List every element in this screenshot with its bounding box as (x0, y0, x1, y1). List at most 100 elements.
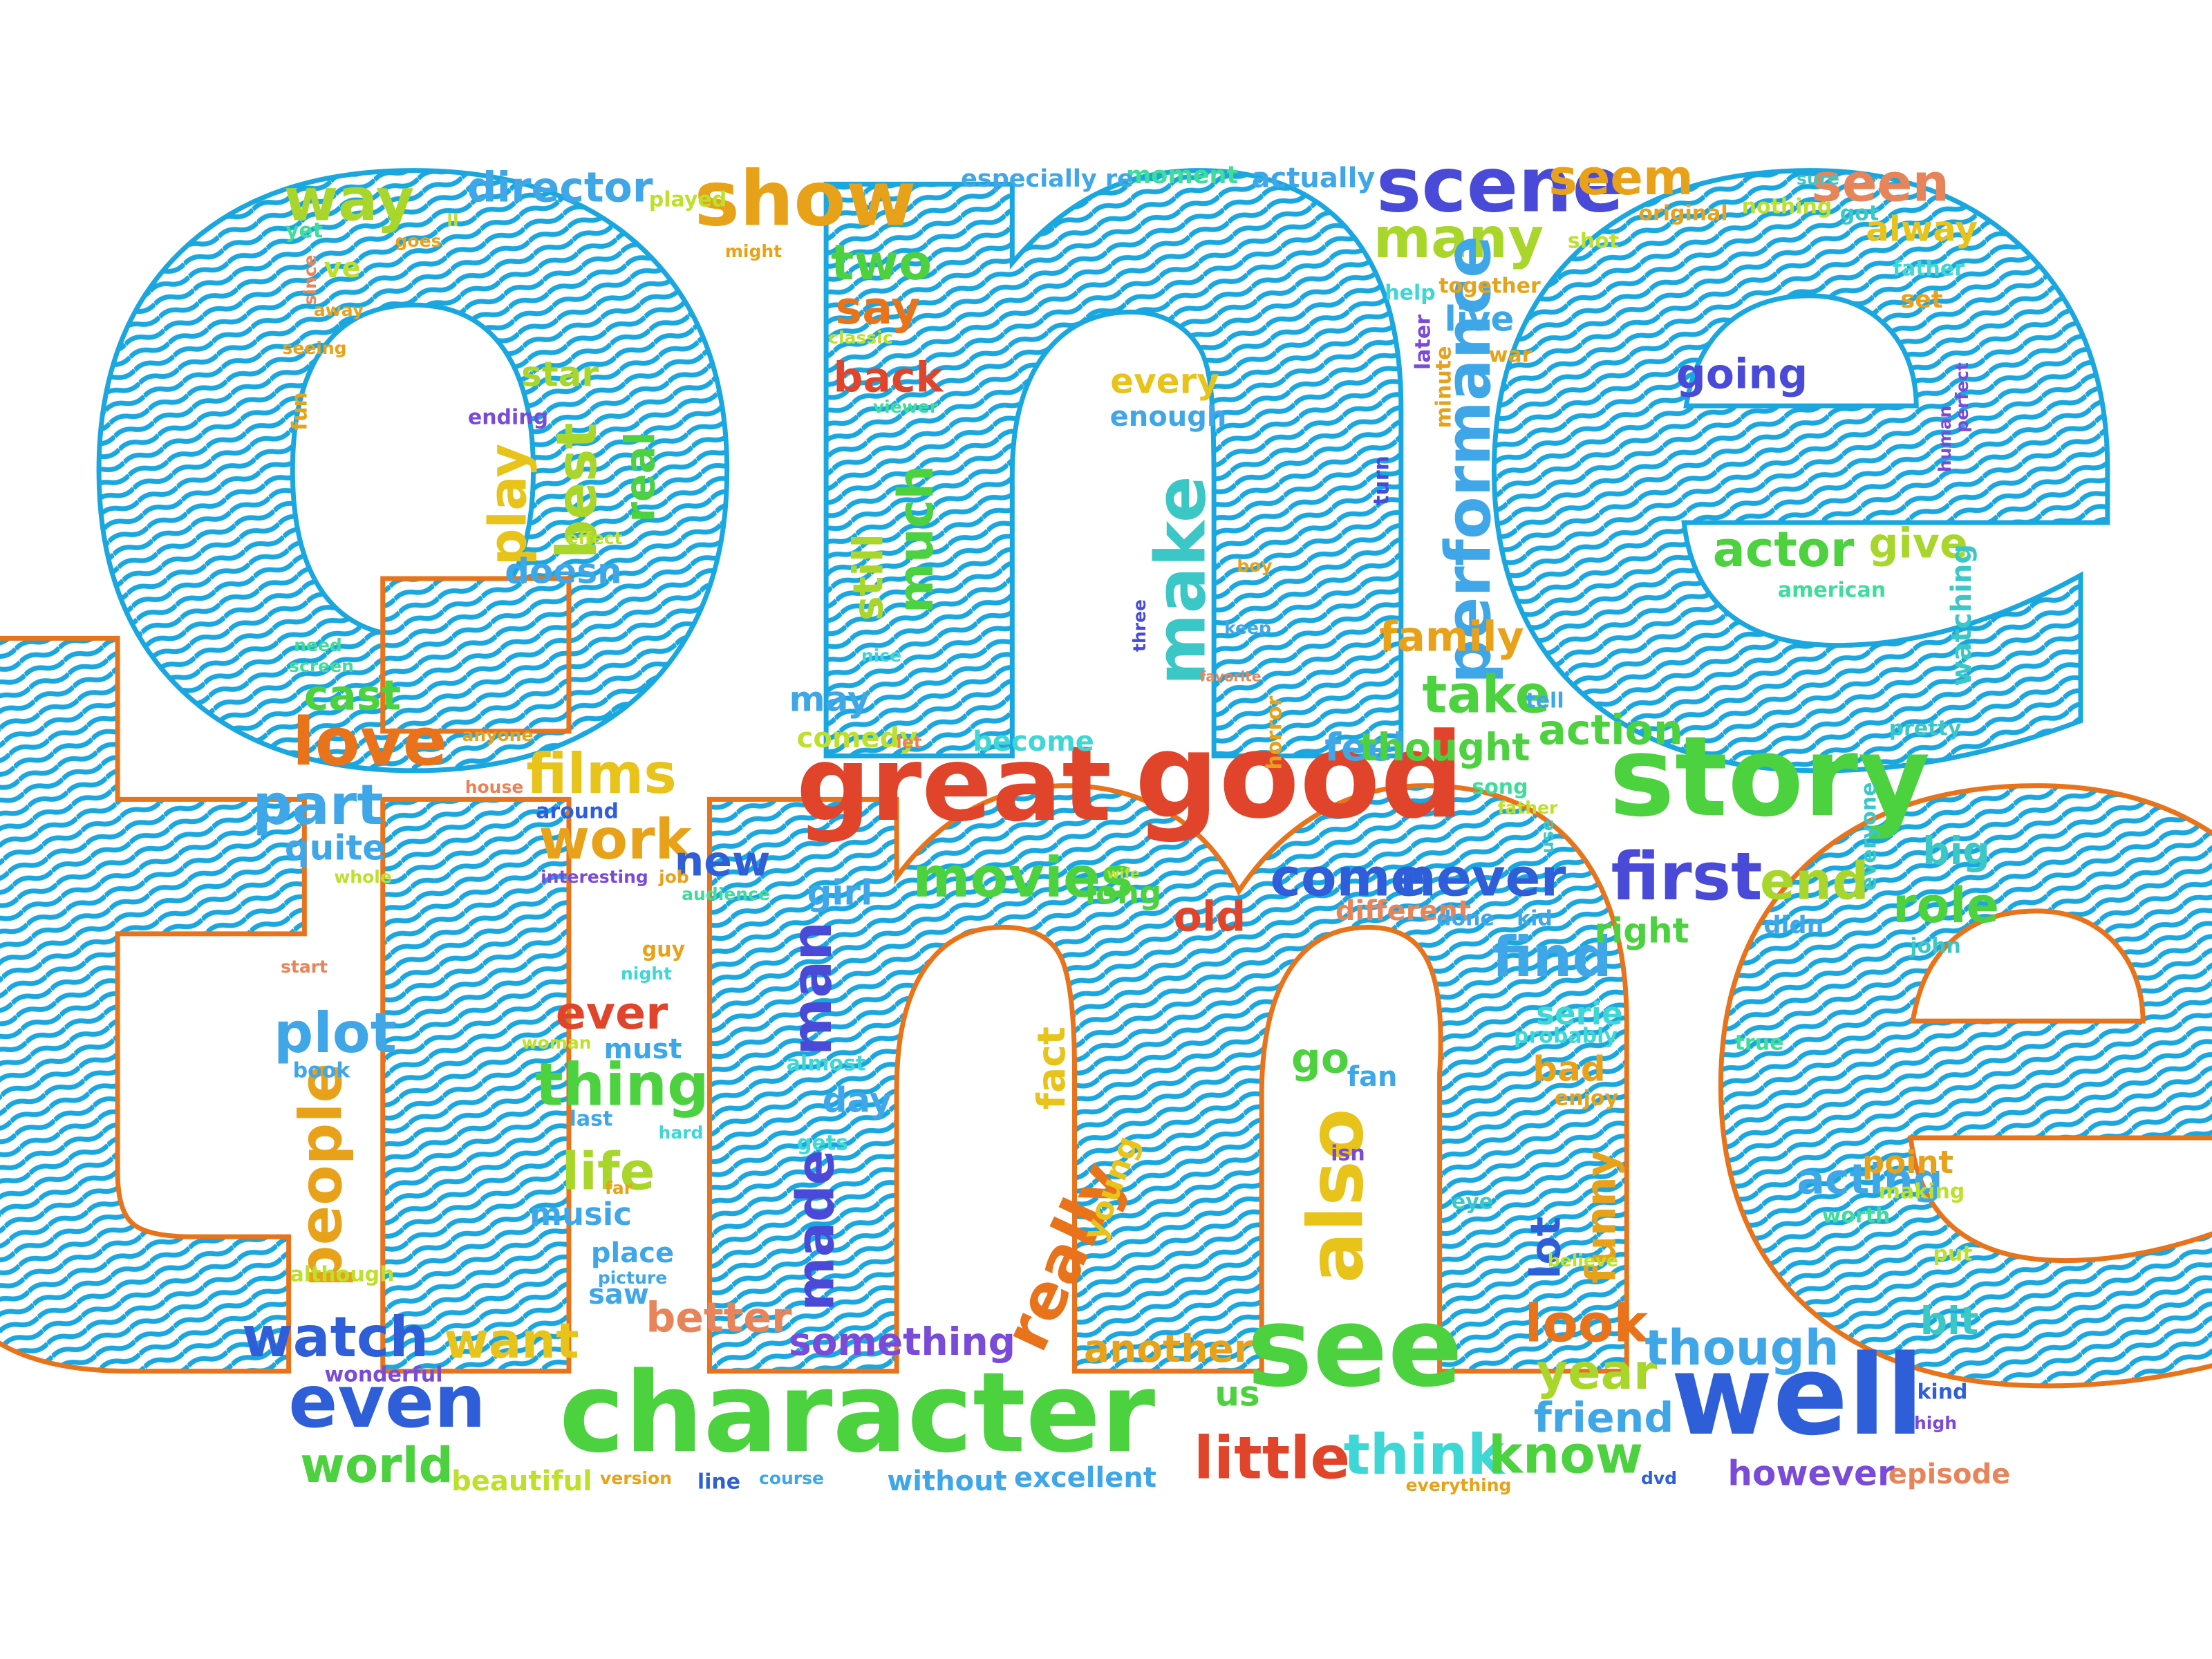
word-well: well (1671, 1331, 1924, 1460)
word-screen: screen (289, 656, 354, 676)
word-later: later (1412, 315, 1436, 370)
word-new: new (675, 838, 771, 886)
word-better: better (646, 1294, 792, 1342)
word-played: played (649, 188, 727, 212)
word-want: want (444, 1313, 579, 1369)
word-another: another (1084, 1327, 1253, 1371)
word-going: going (1676, 350, 1808, 399)
word-book: book (293, 1059, 351, 1083)
word-make: make (1140, 476, 1221, 685)
word-year: year (1537, 1344, 1658, 1400)
word-yet: yet (285, 219, 323, 243)
word-lot: lot (1522, 1217, 1571, 1279)
word-gets: gets (797, 1132, 848, 1156)
word-plot: plot (274, 1001, 397, 1065)
word-go: go (1291, 1035, 1349, 1083)
word-director: director (467, 164, 653, 212)
word-role: role (1893, 877, 1999, 934)
word-father: father (1498, 798, 1558, 818)
word-end: end (1760, 851, 1869, 912)
word-one: one (57, 0, 2128, 998)
word-find: find (1492, 925, 1612, 989)
word-back: back (834, 354, 945, 402)
word-didn: didn (1763, 912, 1824, 939)
word-though: though (1644, 1320, 1839, 1376)
word-long: long (1085, 874, 1162, 911)
word-probably: probably (1514, 1024, 1618, 1049)
word-two: two (831, 234, 932, 291)
word-worth: worth (1822, 1204, 1891, 1228)
word-moment: moment (1126, 162, 1238, 189)
word-old: old (1174, 893, 1246, 941)
word-far: far (605, 1178, 633, 1198)
word-enough: enough (1110, 401, 1227, 433)
word-might: might (725, 241, 782, 261)
word-hard: hard (659, 1123, 704, 1143)
word-war: war (1489, 344, 1533, 368)
word-may: may (789, 679, 870, 720)
word-girl: girl (807, 873, 873, 913)
word-real: real (617, 431, 665, 522)
word-still: still (845, 534, 893, 621)
word-family: family (1379, 613, 1524, 662)
word-set: set (1900, 286, 1942, 314)
word-people: people (287, 1063, 355, 1288)
word-keep: keep (1224, 618, 1271, 638)
word-last: last (570, 1107, 613, 1132)
word-however: however (1727, 1454, 1895, 1494)
word-ll: ll (447, 210, 458, 230)
word-doesn: doesn (505, 552, 621, 592)
word-tell: tell (1526, 689, 1564, 713)
word-whole: whole (334, 867, 392, 887)
word-way: way (284, 166, 415, 234)
word-funny: funny (1577, 1150, 1626, 1283)
word-fact: fact (1029, 1027, 1074, 1109)
word-thing: thing (535, 1051, 709, 1119)
word-friend: friend (1534, 1394, 1674, 1443)
word-little: little (1194, 1424, 1350, 1492)
word-beautiful: beautiful (451, 1465, 592, 1497)
word-life: life (562, 1141, 655, 1202)
word-interesting: interesting (541, 867, 648, 887)
word-point: point (1862, 1144, 1953, 1181)
word-making: making (1879, 1180, 1965, 1204)
word-performance: performance (1432, 236, 1505, 684)
word-part: part (253, 773, 384, 837)
word-father: father (1893, 257, 1965, 281)
word-know: know (1488, 1425, 1643, 1485)
word-alway: alway (1866, 209, 1978, 250)
word-although: although (290, 1263, 394, 1287)
word-day: day (823, 1080, 892, 1121)
word-sure: sure (1797, 169, 1839, 189)
word-much: much (888, 465, 944, 613)
word-job: job (658, 867, 689, 887)
word-every: every (1110, 362, 1219, 402)
word-true: true (1735, 1031, 1784, 1056)
word-together: together (1438, 274, 1541, 299)
word-goes: goes (395, 231, 442, 251)
word-enjoy: enjoy (1555, 1087, 1619, 1111)
word-episode: episode (1888, 1459, 2011, 1490)
word-favorite: favorite (1200, 668, 1262, 685)
word-anyone: anyone (462, 725, 534, 745)
word-start: start (281, 957, 328, 977)
word-put: put (1933, 1242, 1972, 1266)
word-done: done (1436, 907, 1494, 931)
word-kid: kid (1517, 907, 1553, 931)
word-scene: scene (1376, 140, 1624, 229)
word-night: night (621, 964, 672, 984)
word-give: give (1868, 520, 1967, 568)
word-work: work (538, 807, 693, 872)
word-isn: isn (1331, 1142, 1365, 1166)
word-kind: kind (1917, 1380, 1967, 1405)
word-cast: cast (304, 672, 401, 720)
word-woman: woman (522, 1033, 592, 1053)
word-place: place (591, 1237, 674, 1269)
word-wonderful: wonderful (325, 1363, 443, 1387)
word-watching: watching (1946, 544, 1978, 686)
word-also: also (1291, 1109, 1380, 1284)
word-boy: boy (1237, 556, 1272, 576)
word-come: come (1271, 847, 1426, 908)
